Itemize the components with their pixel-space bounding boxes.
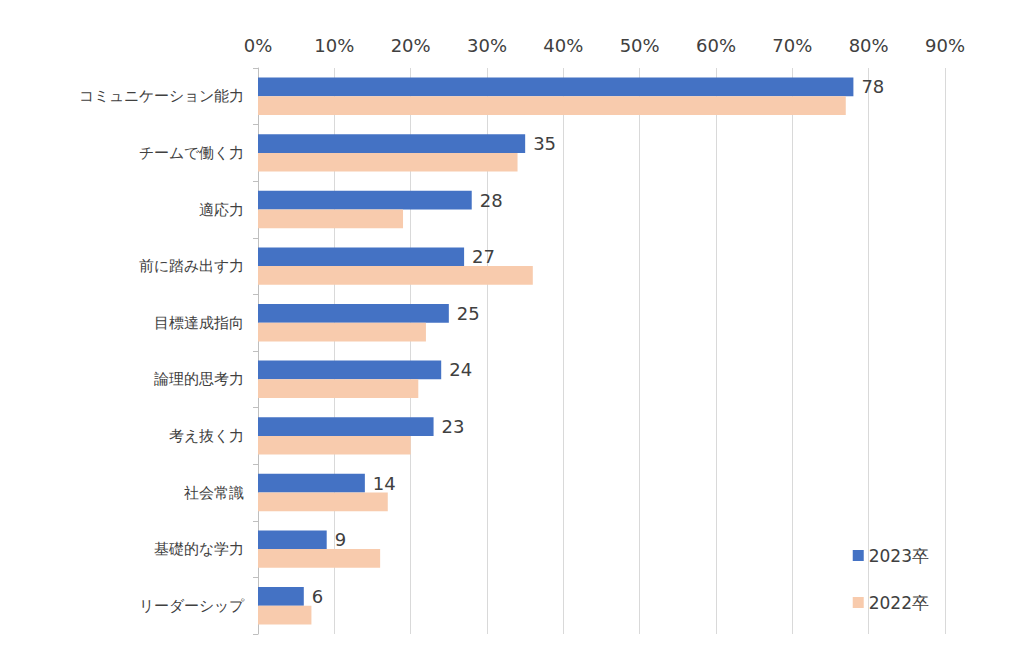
svg-text:24: 24: [449, 359, 472, 380]
svg-text:9: 9: [335, 529, 346, 550]
svg-text:28: 28: [480, 190, 503, 211]
svg-text:30%: 30%: [467, 35, 507, 56]
svg-text:40%: 40%: [543, 35, 583, 56]
svg-text:50%: 50%: [620, 35, 660, 56]
svg-text:基礎的な学力: 基礎的な学力: [154, 540, 244, 558]
svg-text:考え抜く力: 考え抜く力: [169, 427, 244, 445]
svg-text:2023卒: 2023卒: [869, 546, 929, 566]
svg-text:90%: 90%: [925, 35, 965, 56]
svg-text:60%: 60%: [696, 35, 736, 56]
svg-text:78: 78: [861, 76, 884, 97]
svg-text:27: 27: [472, 246, 495, 267]
svg-text:2022卒: 2022卒: [869, 593, 929, 613]
svg-text:35: 35: [533, 133, 556, 154]
svg-text:25: 25: [457, 303, 480, 324]
svg-text:6: 6: [312, 586, 323, 607]
svg-text:20%: 20%: [391, 35, 431, 56]
svg-text:論理的思考力: 論理的思考力: [154, 370, 244, 388]
svg-text:前に踏み出す力: 前に踏み出す力: [139, 257, 244, 275]
svg-text:23: 23: [442, 416, 465, 437]
svg-text:14: 14: [373, 473, 396, 494]
svg-text:10%: 10%: [314, 35, 354, 56]
svg-text:コミュニケーション能力: コミュニケーション能力: [79, 87, 244, 105]
svg-text:0%: 0%: [244, 35, 273, 56]
svg-text:適応力: 適応力: [199, 201, 244, 219]
svg-text:チームで働く力: チームで働く力: [139, 144, 244, 162]
svg-text:70%: 70%: [772, 35, 812, 56]
svg-text:リーダーシップ: リーダーシップ: [139, 597, 245, 615]
svg-text:80%: 80%: [849, 35, 889, 56]
svg-text:社会常識: 社会常識: [184, 484, 244, 502]
svg-text:目標達成指向: 目標達成指向: [154, 314, 244, 332]
